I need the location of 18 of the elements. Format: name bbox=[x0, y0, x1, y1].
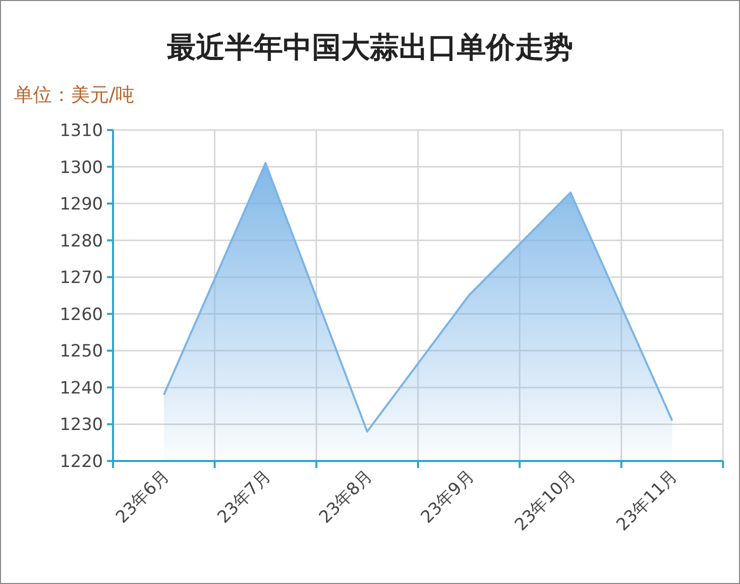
x-tick-label: 23年9月 bbox=[417, 466, 478, 528]
chart-title: 最近半年中国大蒜出口单价走势 bbox=[166, 30, 573, 64]
y-tick-label: 1230 bbox=[60, 415, 103, 436]
y-tick-label: 1280 bbox=[60, 231, 103, 252]
y-tick-label: 1270 bbox=[60, 268, 103, 288]
y-tick-label: 1300 bbox=[60, 158, 103, 178]
x-tick-label: 23年6月 bbox=[112, 466, 174, 528]
x-tick-label: 23年8月 bbox=[316, 466, 377, 528]
x-tick-label: 23年7月 bbox=[214, 466, 276, 528]
y-tick-label: 1220 bbox=[60, 452, 103, 472]
y-tick-label: 1260 bbox=[60, 304, 103, 325]
x-tick-label: 23年11月 bbox=[612, 466, 682, 536]
y-tick-label: 1310 bbox=[60, 121, 103, 141]
y-tick-label: 1290 bbox=[60, 194, 103, 215]
y-tick-label: 1250 bbox=[60, 342, 103, 362]
x-tick-label: 23年10月 bbox=[511, 466, 580, 536]
y-tick-label: 1240 bbox=[60, 378, 103, 398]
y-axis-title: 单位：美元/吨 bbox=[14, 84, 134, 106]
